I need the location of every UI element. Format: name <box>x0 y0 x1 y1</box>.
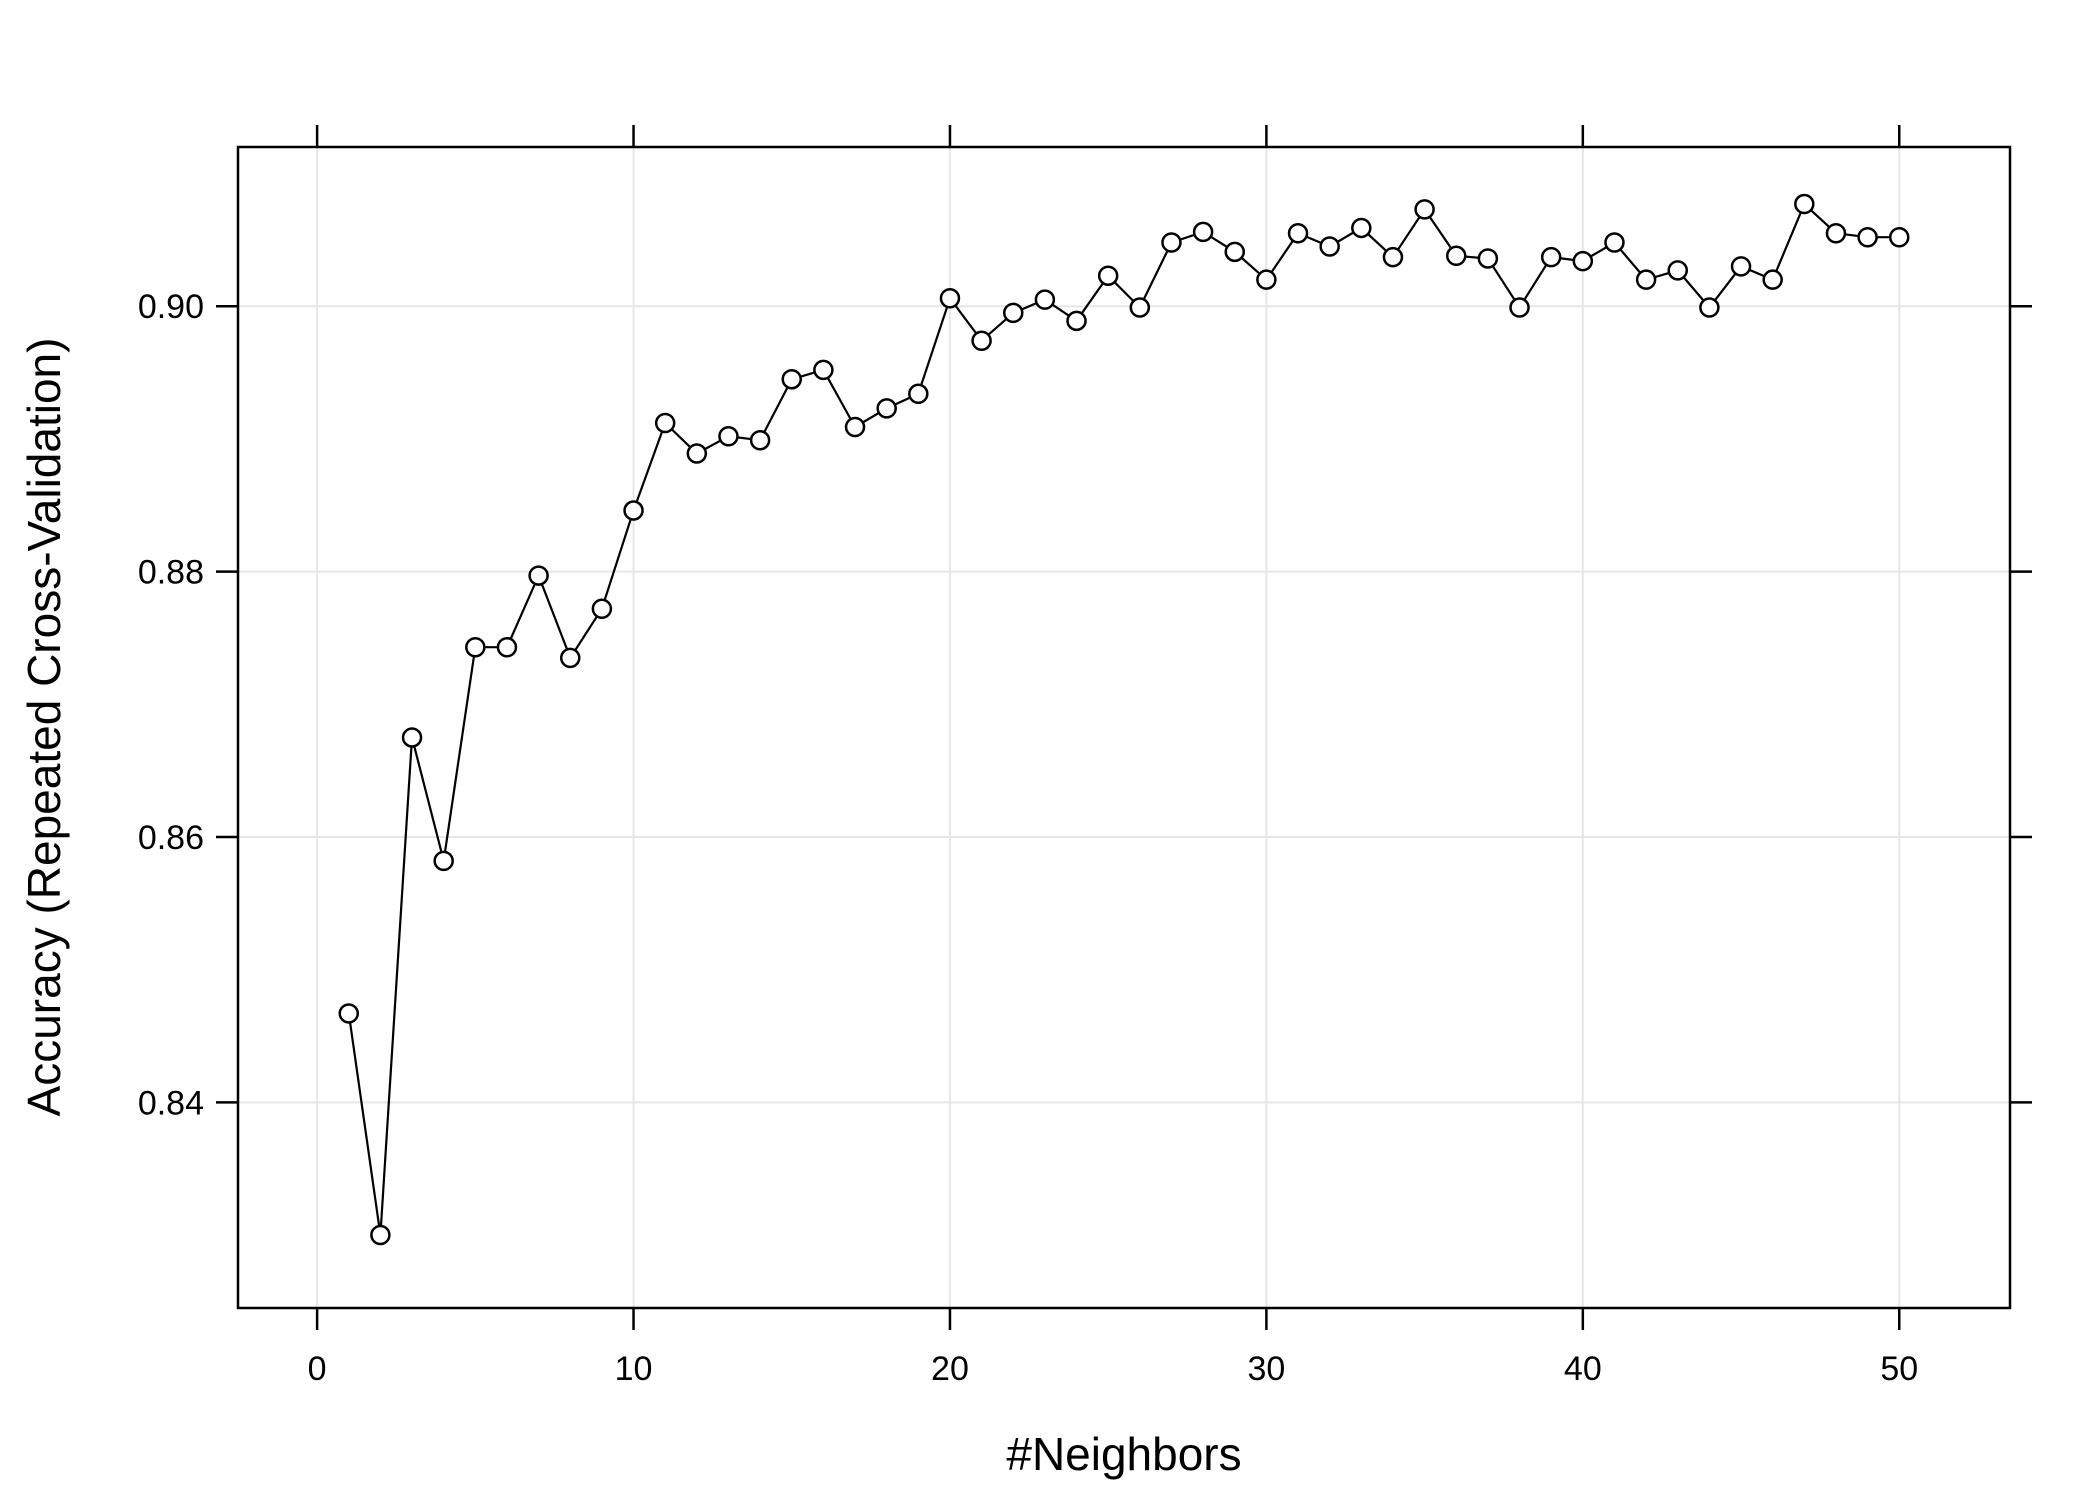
data-point <box>1003 302 1024 324</box>
data-point <box>1414 199 1435 220</box>
x-tick-label: 50 <box>1880 1350 1918 1388</box>
data-point <box>971 330 992 351</box>
data-point <box>1730 256 1752 277</box>
data-point <box>496 636 518 658</box>
data-point <box>844 416 866 438</box>
plot-area <box>236 145 2012 1310</box>
series-line <box>347 202 1900 1236</box>
x-tick-label: 0 <box>308 1350 327 1388</box>
data-point <box>1319 236 1340 257</box>
data-point <box>1129 297 1151 318</box>
series-group <box>338 193 1910 1246</box>
y-tick-label: 0.86 <box>138 819 204 857</box>
data-point <box>1382 246 1404 268</box>
data-point <box>654 412 676 434</box>
data-point <box>1256 269 1277 290</box>
data-point <box>338 1003 359 1024</box>
data-point <box>1351 217 1372 239</box>
tick-labels: 0 10 20 30 40 50 0.84 0.86 0.88 0.90 <box>138 288 1918 1388</box>
data-point <box>1161 232 1182 253</box>
data-point <box>781 368 802 390</box>
y-tick-label: 0.84 <box>138 1084 204 1122</box>
data-point <box>1224 241 1245 263</box>
x-tick-label: 30 <box>1247 1350 1285 1388</box>
y-axis-label: Accuracy (Repeated Cross-Validation) <box>18 338 70 1117</box>
data-point <box>623 500 644 521</box>
axis-ticks <box>216 125 2032 1330</box>
data-point <box>1446 245 1467 267</box>
data-point <box>401 727 423 748</box>
x-tick-label: 10 <box>615 1350 653 1388</box>
data-point <box>1192 221 1214 243</box>
data-point <box>749 429 771 451</box>
data-point <box>370 1224 391 1246</box>
x-tick-label: 40 <box>1564 1350 1602 1388</box>
x-tick-label: 20 <box>931 1350 969 1388</box>
data-point <box>908 383 929 405</box>
data-point <box>1635 269 1657 290</box>
data-point <box>1509 297 1530 318</box>
data-point <box>528 565 549 586</box>
data-point <box>1762 269 1783 290</box>
data-point <box>813 359 834 381</box>
data-point <box>1889 226 1910 248</box>
data-point <box>1066 310 1087 332</box>
data-point <box>1477 248 1499 269</box>
data-point <box>1540 246 1562 268</box>
data-point <box>1794 193 1815 215</box>
data-point <box>1572 250 1594 272</box>
data-point <box>1825 222 1847 244</box>
data-point <box>1034 289 1056 310</box>
data-point <box>1857 226 1878 248</box>
data-point <box>1699 297 1720 318</box>
data-point <box>1097 265 1119 286</box>
data-point <box>686 443 708 464</box>
x-axis-label: #Neighbors <box>1006 1428 1241 1480</box>
y-tick-label: 0.88 <box>138 554 204 592</box>
data-point <box>560 647 581 669</box>
data-point <box>1604 232 1625 253</box>
data-point <box>465 636 486 658</box>
y-tick-label: 0.90 <box>138 288 204 326</box>
grid-lines <box>238 147 2010 1308</box>
data-point <box>718 426 739 447</box>
data-point <box>433 850 454 872</box>
data-point <box>1287 222 1309 244</box>
data-point <box>591 598 613 619</box>
data-point <box>1667 260 1688 281</box>
data-point <box>876 398 897 419</box>
data-point <box>939 288 961 309</box>
